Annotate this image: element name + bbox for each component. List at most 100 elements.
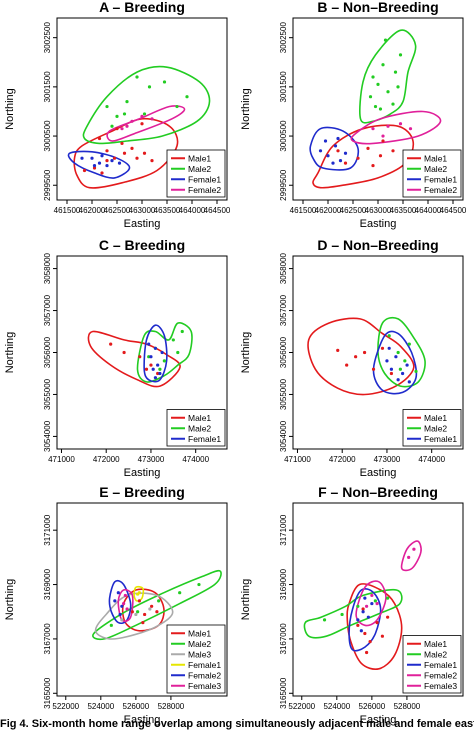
home-range-female2	[106, 105, 186, 142]
x-tick-label: 462000	[79, 206, 106, 215]
location-point-male2	[340, 612, 344, 617]
location-point-male2	[110, 124, 114, 128]
location-point-female1	[361, 610, 365, 614]
location-point-male2	[197, 582, 201, 587]
y-tick-label: 3054000	[279, 420, 288, 452]
location-point-male2	[178, 591, 182, 595]
y-tick-label: 3165000	[43, 677, 52, 709]
location-point-male1	[109, 342, 113, 346]
location-point-male1	[138, 355, 142, 359]
location-point-male1	[122, 350, 126, 355]
chart-panel-2: B – Non–Breeding 461500462000462500463000…	[240, 0, 467, 230]
location-point-male1	[389, 371, 394, 376]
location-point-female1	[359, 629, 363, 633]
location-point-male1	[115, 127, 119, 131]
legend-label-female1: Female1	[188, 434, 221, 444]
plot-frame	[292, 502, 464, 697]
x-tick-label: 522000	[52, 702, 79, 711]
y-tick-label: 3001500	[43, 71, 52, 103]
location-point-male2	[158, 367, 162, 371]
legend-label-female2: Female2	[424, 185, 457, 195]
x-tick-label: 472000	[329, 455, 356, 464]
location-point-female3	[123, 593, 127, 598]
location-point-female2	[381, 134, 385, 138]
home-range-male1	[346, 583, 403, 670]
legend-label-male2: Male2	[188, 639, 211, 649]
location-point-female1	[331, 161, 335, 165]
location-point-male1	[386, 615, 390, 619]
location-point-male2	[180, 329, 184, 334]
location-point-female1	[387, 346, 391, 350]
location-point-male2	[122, 112, 127, 116]
x-tick-label: 463000	[129, 206, 156, 215]
location-point-male2	[414, 369, 418, 373]
location-point-male1	[378, 154, 383, 158]
location-point-male1	[150, 159, 154, 163]
location-point-male1	[336, 348, 340, 353]
location-point-male2	[109, 623, 113, 627]
plot-area	[309, 29, 442, 189]
location-point-male1	[368, 640, 372, 644]
home-range-female1	[133, 585, 145, 602]
plot-area	[303, 540, 422, 670]
location-point-male2	[162, 359, 166, 363]
chart-panel-3: C – Breeding 471000 472000 473000 474000 3054…	[4, 237, 228, 479]
location-point-male1	[137, 599, 141, 603]
location-point-male1	[100, 171, 104, 175]
location-point-female1	[117, 161, 122, 165]
x-tick-label: 526000	[123, 702, 150, 711]
location-point-male1	[365, 650, 369, 655]
location-point-male1	[361, 607, 365, 611]
location-point-female1	[151, 367, 155, 371]
legend-label-male2: Male2	[424, 423, 447, 433]
x-tick-label: 461500	[54, 206, 81, 215]
location-point-male1	[391, 149, 395, 153]
location-point-female1	[370, 601, 374, 606]
location-point-female1	[80, 156, 84, 160]
y-tick-label: 3057000	[43, 294, 52, 326]
y-tick-label: 3055000	[43, 378, 52, 410]
legend-label-female3: Female3	[188, 681, 221, 691]
location-point-male1	[336, 149, 340, 153]
location-point-male1	[82, 168, 87, 173]
location-point-male1	[140, 122, 144, 126]
y-tick-label: 3169000	[43, 568, 52, 600]
home-range-male1	[121, 588, 165, 632]
x-axis-label: Easting	[124, 467, 161, 479]
y-tick-label: 3058000	[43, 252, 52, 284]
location-point-male1	[120, 141, 124, 146]
home-range-female2	[108, 579, 132, 625]
home-range-male2	[82, 65, 211, 145]
location-point-male2	[185, 95, 189, 99]
location-point-female1	[333, 144, 338, 148]
location-point-female2	[140, 114, 144, 118]
legend-label-female1: Female1	[424, 174, 457, 184]
chart-title: E – Breeding	[99, 484, 185, 500]
location-point-male2	[398, 367, 402, 371]
location-point-female2	[130, 119, 134, 123]
location-point-male2	[387, 334, 391, 338]
location-point-male2	[386, 90, 390, 94]
x-tick-label: 471000	[284, 455, 311, 464]
location-point-female2	[371, 127, 375, 131]
location-point-male1	[150, 604, 154, 608]
home-range-male2	[303, 588, 403, 639]
location-point-female1	[160, 350, 164, 355]
location-point-male1	[112, 156, 117, 160]
y-tick-label: 3165000	[279, 677, 288, 709]
x-tick-label: 462500	[104, 206, 131, 215]
location-point-female1	[153, 346, 158, 350]
x-tick-label: 528000	[158, 702, 185, 711]
location-point-female1	[149, 355, 153, 359]
legend-label-male2: Male2	[424, 164, 447, 174]
location-point-male1	[381, 139, 385, 143]
y-tick-label: 3169000	[279, 568, 288, 600]
home-range-male2	[92, 569, 222, 641]
location-point-female2	[365, 604, 369, 608]
x-tick-label: 462000	[315, 206, 342, 215]
x-axis-label: Easting	[360, 714, 397, 726]
y-tick-label: 2999500	[43, 169, 52, 201]
